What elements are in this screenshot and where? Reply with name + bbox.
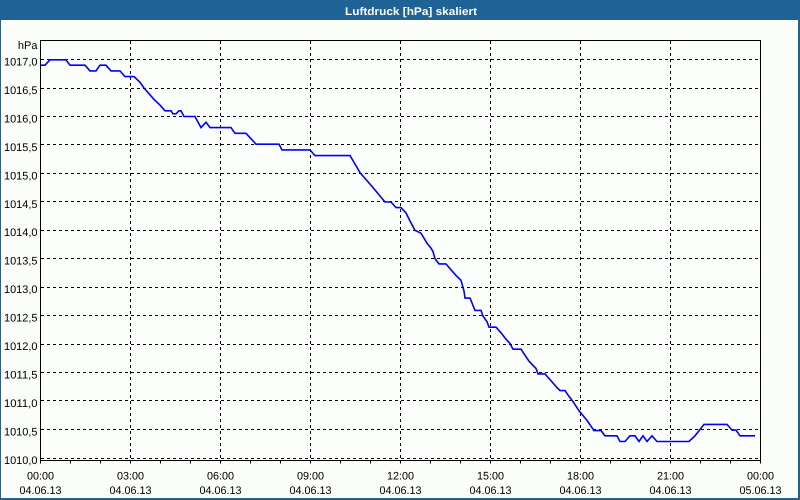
svg-text:18:00: 18:00 (567, 471, 594, 483)
svg-text:Luftdruck [hPa] skaliert: Luftdruck [hPa] skaliert (345, 6, 477, 18)
svg-text:04.06.13: 04.06.13 (560, 485, 602, 497)
svg-text:hPa: hPa (18, 40, 38, 52)
svg-text:1015,5: 1015,5 (4, 142, 38, 154)
svg-text:1012,0: 1012,0 (4, 341, 38, 353)
svg-text:1014,0: 1014,0 (4, 227, 38, 239)
svg-text:1011,5: 1011,5 (4, 369, 38, 381)
svg-text:1013,0: 1013,0 (4, 284, 38, 296)
svg-text:1016,0: 1016,0 (4, 113, 38, 125)
svg-text:1014,5: 1014,5 (4, 199, 38, 211)
svg-text:1010,0: 1010,0 (4, 455, 38, 467)
svg-text:15:00: 15:00 (477, 471, 504, 483)
svg-text:04.06.13: 04.06.13 (650, 485, 692, 497)
svg-text:04.06.13: 04.06.13 (380, 485, 422, 497)
svg-text:04.06.13: 04.06.13 (110, 485, 152, 497)
svg-text:04.06.13: 04.06.13 (20, 485, 62, 497)
svg-text:1013,5: 1013,5 (4, 256, 38, 268)
svg-text:09:00: 09:00 (297, 471, 324, 483)
svg-text:06:00: 06:00 (207, 471, 234, 483)
svg-text:04.06.13: 04.06.13 (290, 485, 332, 497)
svg-text:1016,5: 1016,5 (4, 85, 38, 97)
svg-text:1011,0: 1011,0 (4, 398, 38, 410)
svg-text:1010,5: 1010,5 (4, 426, 38, 438)
svg-text:05.06.13: 05.06.13 (740, 485, 782, 497)
svg-text:1017,0: 1017,0 (4, 57, 38, 69)
svg-text:04.06.13: 04.06.13 (200, 485, 242, 497)
svg-text:00:00: 00:00 (747, 471, 774, 483)
svg-text:21:00: 21:00 (657, 471, 684, 483)
svg-text:03:00: 03:00 (117, 471, 144, 483)
svg-text:00:00: 00:00 (27, 471, 54, 483)
svg-text:04.06.13: 04.06.13 (470, 485, 512, 497)
svg-text:12:00: 12:00 (387, 471, 414, 483)
svg-text:1012,5: 1012,5 (4, 313, 38, 325)
svg-text:1015,0: 1015,0 (4, 170, 38, 182)
